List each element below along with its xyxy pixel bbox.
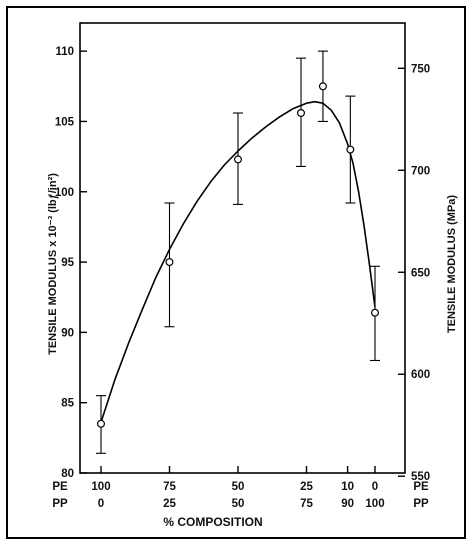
- left-y-tick-label: 110: [55, 46, 74, 58]
- data-point: [234, 155, 243, 164]
- left-y-tick-label: 95: [61, 257, 74, 269]
- x-tick-label-pp: 75: [300, 498, 313, 510]
- right-y-tick-label: 600: [411, 369, 430, 381]
- data-points: [96, 82, 380, 428]
- plot-axes: 8085909510010511055060065070075010007525…: [52, 22, 430, 510]
- left-y-tick-label: 80: [61, 468, 74, 480]
- right-y-tick-label: 550: [411, 471, 430, 483]
- x-tick-label-pp: 25: [163, 498, 176, 510]
- x-tick-label-pp: 90: [341, 498, 354, 510]
- left-y-tick-label: 100: [55, 187, 74, 199]
- data-point: [346, 145, 355, 154]
- data-point: [297, 108, 306, 117]
- error-bars: [96, 50, 380, 454]
- left-y-tick-label: 85: [61, 398, 74, 410]
- x-tick-label-pe: 50: [232, 481, 245, 493]
- x-tick-label-pe: 0: [372, 481, 378, 493]
- x-tick-label-pe: 75: [163, 481, 176, 493]
- plot-area-box: [79, 22, 406, 474]
- x-tick-label-pe: 10: [341, 481, 354, 493]
- right-y-tick-label: 700: [411, 165, 430, 177]
- row-label-pe-right: PE: [413, 481, 429, 493]
- x-axis-label: % COMPOSITION: [163, 515, 262, 529]
- x-tick-label-pp: 100: [365, 498, 384, 510]
- right-y-tick-label: 750: [411, 63, 430, 75]
- right-y-tick-label: 650: [411, 267, 430, 279]
- left-y-tick-label: 90: [61, 327, 74, 339]
- figure-border: [6, 6, 466, 539]
- left-y-tick-label: 105: [55, 116, 75, 128]
- x-tick-label-pp: 50: [232, 498, 245, 510]
- axis-labels: % COMPOSITION TENSILE MODULUS x 10⁻³ (lb…: [47, 173, 458, 529]
- data-point: [96, 419, 105, 428]
- data-point: [318, 82, 327, 91]
- right-y-axis-label: TENSILE MODULUS (MPa): [446, 195, 458, 333]
- row-label-pp-left: PP: [52, 498, 68, 510]
- x-tick-label-pe: 25: [300, 481, 313, 493]
- data-point: [371, 308, 380, 317]
- x-tick-label-pp: 0: [98, 498, 104, 510]
- data-point: [165, 258, 174, 267]
- row-label-pp-right: PP: [413, 498, 429, 510]
- row-label-pe-left: PE: [52, 481, 68, 493]
- left-y-axis-label: TENSILE MODULUS x 10⁻³ (lbƒ/in²): [47, 173, 59, 355]
- fit-curve-line: [100, 100, 376, 423]
- x-tick-label-pe: 100: [91, 481, 110, 493]
- fit-curve: [100, 100, 376, 423]
